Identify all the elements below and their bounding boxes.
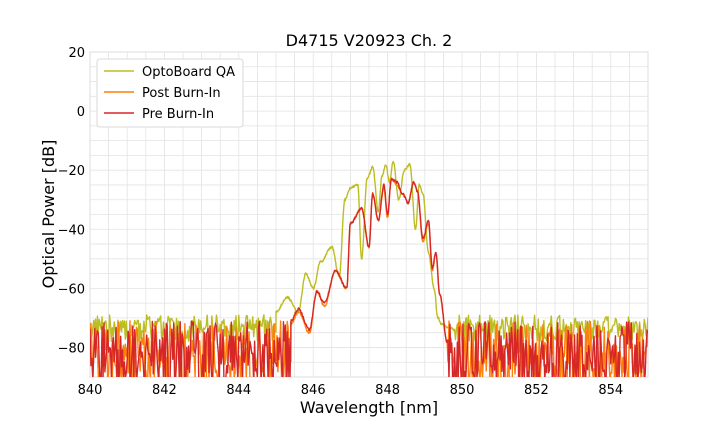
legend-box xyxy=(96,58,244,128)
x-tick-label: 840 xyxy=(78,383,103,398)
legend-label-optoboard-qa: OptoBoard QA xyxy=(142,65,235,80)
y-tick-label: 20 xyxy=(68,46,85,61)
y-tick-label: −80 xyxy=(58,341,85,356)
legend: OptoBoard QA Post Burn-In Pre Burn-In xyxy=(96,58,244,128)
y-tick-label: −20 xyxy=(58,164,85,179)
y-tick-label: 0 xyxy=(77,105,85,120)
x-tick-labels: 840 842 844 846 848 850 852 854 xyxy=(78,383,624,398)
y-tick-label: −40 xyxy=(58,223,85,238)
x-tick-label: 842 xyxy=(152,383,177,398)
x-tick-label: 852 xyxy=(524,383,549,398)
x-tick-label: 850 xyxy=(450,383,475,398)
y-tick-label: −60 xyxy=(58,282,85,297)
series-line-optoboard-qa xyxy=(90,160,648,343)
x-tick-label: 844 xyxy=(226,383,251,398)
legend-label-pre-burn-in: Pre Burn-In xyxy=(142,107,214,122)
y-tick-labels: 20 0 −20 −40 −60 −80 xyxy=(58,46,85,356)
x-tick-label: 846 xyxy=(301,383,326,398)
series-group xyxy=(90,160,648,377)
legend-label-post-burn-in: Post Burn-In xyxy=(142,86,221,101)
x-axis-label: Wavelength [nm] xyxy=(300,398,438,417)
y-axis-label: Optical Power [dB] xyxy=(39,140,58,289)
series-line-pre-burn-in xyxy=(90,177,648,377)
x-tick-label: 854 xyxy=(598,383,623,398)
chart-title: D4715 V20923 Ch. 2 xyxy=(286,31,453,50)
x-tick-label: 848 xyxy=(375,383,400,398)
